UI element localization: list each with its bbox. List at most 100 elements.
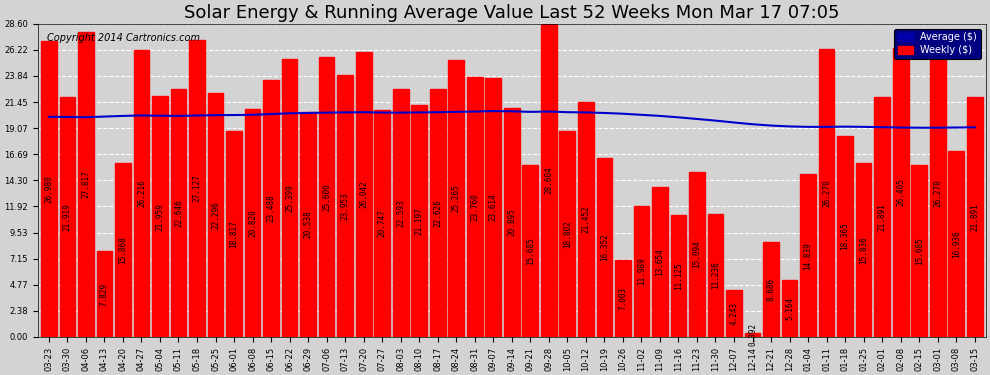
Text: 15.685: 15.685 xyxy=(915,237,924,265)
Bar xyxy=(597,158,612,337)
Bar xyxy=(559,131,575,337)
Bar xyxy=(615,260,631,337)
Text: 22.626: 22.626 xyxy=(434,199,443,227)
Bar xyxy=(485,78,501,337)
Bar xyxy=(319,57,335,337)
Bar xyxy=(78,32,94,337)
Bar xyxy=(708,214,724,337)
Text: 26.216: 26.216 xyxy=(137,180,146,207)
Bar xyxy=(393,90,409,337)
Text: 21.919: 21.919 xyxy=(63,203,72,231)
Text: 18.365: 18.365 xyxy=(841,222,849,250)
Bar xyxy=(782,280,797,337)
Bar xyxy=(634,206,649,337)
Text: 20.747: 20.747 xyxy=(377,209,387,237)
Text: 5.164: 5.164 xyxy=(785,297,794,320)
Bar xyxy=(115,163,131,337)
Text: 22.593: 22.593 xyxy=(396,199,405,227)
Text: 21.959: 21.959 xyxy=(155,203,164,231)
Text: 26.042: 26.042 xyxy=(359,180,368,208)
Bar xyxy=(282,59,297,337)
Bar xyxy=(893,48,909,337)
Bar xyxy=(967,97,983,337)
Text: 28.604: 28.604 xyxy=(544,166,553,194)
Text: 18.802: 18.802 xyxy=(563,220,572,248)
Text: 21.197: 21.197 xyxy=(415,207,424,235)
Text: 15.685: 15.685 xyxy=(526,237,535,265)
Bar xyxy=(523,165,539,337)
Text: 13.654: 13.654 xyxy=(655,248,664,276)
Text: 7.829: 7.829 xyxy=(100,282,109,306)
Bar xyxy=(97,251,112,337)
Text: 0.392: 0.392 xyxy=(748,323,757,346)
Text: 16.936: 16.936 xyxy=(951,230,960,258)
Bar xyxy=(670,215,686,337)
Text: 25.600: 25.600 xyxy=(322,183,331,211)
Text: 4.243: 4.243 xyxy=(730,302,739,325)
Bar xyxy=(448,60,464,337)
Text: 16.352: 16.352 xyxy=(600,234,609,261)
Bar xyxy=(170,89,186,337)
Text: 27.817: 27.817 xyxy=(81,171,90,198)
Text: 7.003: 7.003 xyxy=(619,287,628,310)
Bar xyxy=(541,24,556,337)
Bar xyxy=(744,333,760,337)
Bar xyxy=(134,50,149,337)
Bar xyxy=(152,96,168,337)
Title: Solar Energy & Running Average Value Last 52 Weeks Mon Mar 17 07:05: Solar Energy & Running Average Value Las… xyxy=(184,4,840,22)
Text: 26.980: 26.980 xyxy=(45,175,53,203)
Bar xyxy=(578,102,594,337)
Text: 23.488: 23.488 xyxy=(266,194,275,222)
Text: 22.296: 22.296 xyxy=(211,201,220,229)
Text: 14.839: 14.839 xyxy=(804,242,813,270)
Bar xyxy=(819,49,835,337)
Text: 21.891: 21.891 xyxy=(878,203,887,231)
Text: 26.270: 26.270 xyxy=(822,179,831,207)
Bar xyxy=(430,89,446,337)
Bar xyxy=(689,172,705,337)
Bar xyxy=(948,152,964,337)
Text: Copyright 2014 Cartronics.com: Copyright 2014 Cartronics.com xyxy=(48,33,200,43)
Bar xyxy=(59,97,75,337)
Text: 22.646: 22.646 xyxy=(174,199,183,227)
Bar xyxy=(208,93,224,337)
Text: 23.614: 23.614 xyxy=(489,194,498,222)
Text: 15.836: 15.836 xyxy=(859,236,868,264)
Bar xyxy=(912,165,927,337)
Text: 15.868: 15.868 xyxy=(119,236,128,264)
Text: 20.820: 20.820 xyxy=(248,209,257,237)
Bar xyxy=(226,131,242,337)
Text: 27.127: 27.127 xyxy=(192,174,202,202)
Legend: Average ($), Weekly ($): Average ($), Weekly ($) xyxy=(894,28,981,59)
Text: 21.891: 21.891 xyxy=(970,203,979,231)
Text: 26.270: 26.270 xyxy=(934,179,942,207)
Bar xyxy=(652,188,668,337)
Bar xyxy=(41,42,56,337)
Bar xyxy=(338,75,353,337)
Bar xyxy=(374,110,390,337)
Bar xyxy=(189,40,205,337)
Bar xyxy=(411,105,427,337)
Bar xyxy=(263,80,279,337)
Bar xyxy=(800,174,816,337)
Bar xyxy=(355,52,371,337)
Text: 21.452: 21.452 xyxy=(581,206,590,233)
Text: 11.236: 11.236 xyxy=(711,261,720,289)
Text: 25.399: 25.399 xyxy=(285,184,294,212)
Bar xyxy=(763,242,779,337)
Text: 20.895: 20.895 xyxy=(507,209,517,236)
Bar xyxy=(874,97,890,337)
Text: 20.538: 20.538 xyxy=(304,210,313,238)
Bar xyxy=(930,49,945,337)
Bar xyxy=(726,290,742,337)
Text: 23.760: 23.760 xyxy=(470,193,479,220)
Text: 15.094: 15.094 xyxy=(692,240,702,268)
Text: 8.686: 8.686 xyxy=(766,278,775,301)
Text: 11.125: 11.125 xyxy=(674,262,683,290)
Bar xyxy=(838,136,853,337)
Text: 25.265: 25.265 xyxy=(451,184,460,212)
Text: 11.989: 11.989 xyxy=(637,257,645,285)
Bar xyxy=(300,112,316,337)
Bar xyxy=(467,77,483,337)
Bar xyxy=(855,164,871,337)
